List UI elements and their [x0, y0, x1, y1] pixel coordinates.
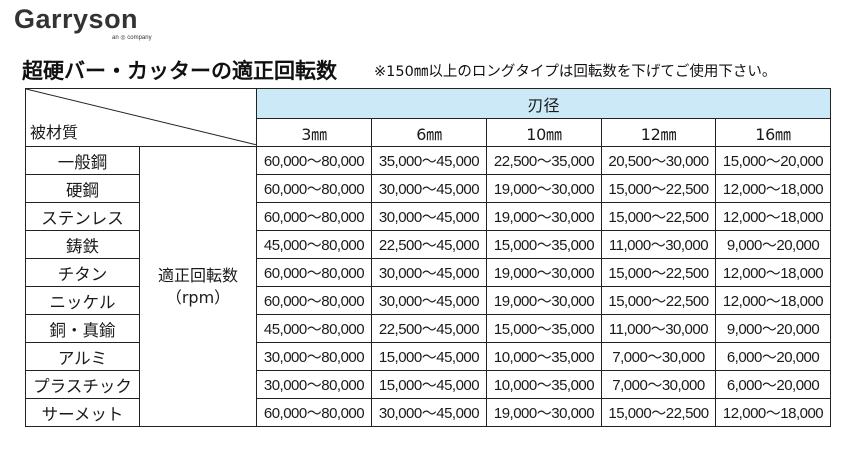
rpm-value-cell: 30,000～45,000 — [371, 174, 487, 203]
rpm-value-cell: 7,000～30,000 — [601, 342, 716, 371]
rpm-value-cell: 60,000～80,000 — [256, 258, 372, 287]
brand-name: Garryson — [14, 4, 139, 34]
rpm-value-cell: 22,500～45,000 — [371, 314, 487, 343]
rpm-value-cell: 11,000～30,000 — [601, 314, 716, 343]
rpm-value-cell: 30,000～80,000 — [256, 342, 372, 371]
rpm-value-cell: 7,000～30,000 — [601, 370, 716, 399]
rpm-value-cell: 20,500～30,000 — [601, 146, 716, 175]
usage-note: ※150㎜以上のロングタイプは回転数を下げてご使用下さい。 — [374, 64, 777, 80]
rpm-value-cell: 12,000～18,000 — [714, 258, 832, 287]
rpm-value-cell: 10,000～35,000 — [486, 342, 602, 371]
rpm-table: 被材質 刃径 3㎜ 6㎜ 10㎜ 12㎜ 16㎜ 一般鋼 適正回転数 （rpm） 60,000… — [25, 88, 832, 427]
table-row: 一般鋼 適正回転数 （rpm） 60,000～80,000 35,000～45,000 2… — [25, 146, 832, 427]
material-cell: 銅・真鍮 — [25, 314, 140, 343]
rpm-value-cell: 30,000～45,000 — [371, 202, 487, 231]
rpm-value-cell: 9,000～20,000 — [714, 230, 832, 259]
rpm-value-cell: 19,000～30,000 — [486, 286, 602, 315]
rpm-value-cell: 15,000～22,500 — [601, 174, 716, 203]
rpm-value-cell: 45,000～80,000 — [256, 314, 372, 343]
rpm-value-cell: 30,000～45,000 — [371, 258, 487, 287]
rpm-value-cell: 19,000～30,000 — [486, 174, 602, 203]
material-cell: サーメット — [25, 398, 140, 427]
rpm-value-cell: 15,000～35,000 — [486, 230, 602, 259]
rpm-value-cell: 15,000～45,000 — [371, 370, 487, 399]
rpm-value-cell: 22,500～35,000 — [486, 146, 602, 175]
table-row: 鋳鉄 45,000～80,000 22,500～45,000 15,000～35,00… — [25, 230, 832, 259]
diameter-header-5: 16㎜ — [714, 118, 832, 147]
rpm-value-cell: 19,000～30,000 — [486, 398, 602, 427]
rpm-value-cell: 60,000～80,000 — [256, 202, 372, 231]
rpm-value-cell: 6,000～20,000 — [714, 342, 832, 371]
rpm-value-cell: 15,000～22,500 — [601, 398, 716, 427]
material-cell: アルミ — [25, 342, 140, 371]
page-title: 超硬バー・カッターの適正回転数 — [22, 59, 337, 83]
rpm-value-cell: 60,000～80,000 — [256, 146, 372, 175]
corner-diagonal-line — [26, 89, 256, 145]
rpm-value-cell: 10,000～35,000 — [486, 370, 602, 399]
material-cell: 一般鋼 — [25, 146, 140, 175]
rpm-value-cell: 45,000～80,000 — [256, 230, 372, 259]
blade-diameter-header: 刃径 — [255, 88, 832, 119]
rpm-label-line1: 適正回転数 — [157, 265, 238, 285]
rpm-value-cell: 15,000～22,500 — [601, 258, 716, 287]
corner-cell: 被材質 — [25, 88, 257, 147]
rpm-value-cell: 30,000～80,000 — [256, 370, 372, 399]
rpm-value-cell: 15,000～35,000 — [486, 314, 602, 343]
material-column-label: 被材質 — [30, 123, 79, 142]
rpm-value-cell: 15,000～22,500 — [601, 286, 716, 315]
rpm-label-cell: 適正回転数 （rpm） — [139, 146, 257, 427]
rpm-value-cell: 15,000～22,500 — [601, 202, 716, 231]
material-cell: チタン — [25, 258, 140, 287]
rpm-value-cell: 19,000～30,000 — [486, 202, 602, 231]
rpm-value-cell: 22,500～45,000 — [371, 230, 487, 259]
rpm-value-cell: 12,000～18,000 — [714, 398, 832, 427]
diameter-header-3: 10㎜ — [486, 118, 602, 147]
rpm-value-cell: 9,000～20,000 — [714, 314, 832, 343]
rpm-value-cell: 12,000～18,000 — [714, 174, 832, 203]
rpm-value-cell: 60,000～80,000 — [256, 398, 372, 427]
rpm-label-line2: （rpm） — [165, 287, 231, 307]
rpm-value-cell: 6,000～20,000 — [714, 370, 832, 399]
rpm-value-cell: 19,000～30,000 — [486, 258, 602, 287]
material-cell: 硬鋼 — [25, 174, 140, 203]
material-cell: ニッケル — [25, 286, 140, 315]
rpm-value-cell: 60,000～80,000 — [256, 174, 372, 203]
rpm-value-cell: 30,000～45,000 — [371, 398, 487, 427]
table-row: ニッケル 60,000～80,000 30,000～45,000 19,000～30,… — [25, 286, 832, 315]
rpm-value-cell: 30,000～45,000 — [371, 286, 487, 315]
rpm-value-cell: 11,000～30,000 — [601, 230, 716, 259]
material-cell: ステンレス — [25, 202, 140, 231]
table-body: 一般鋼 適正回転数 （rpm） 60,000～80,000 35,000～45,000 2… — [25, 146, 832, 427]
material-cell: プラスチック — [25, 370, 140, 399]
table-row: 銅・真鍮 45,000～80,000 22,500～45,000 15,000～35,… — [25, 314, 832, 343]
rpm-value-cell: 12,000～18,000 — [714, 286, 832, 315]
diameter-header-2: 6㎜ — [371, 118, 487, 147]
rpm-value-cell: 15,000～20,000 — [714, 146, 832, 175]
table-row: サーメット 60,000～80,000 30,000～45,000 19,000～30… — [25, 398, 832, 427]
rpm-value-cell: 35,000～45,000 — [371, 146, 487, 175]
material-cell: 鋳鉄 — [25, 230, 140, 259]
table-row: プラスチック 30,000～80,000 15,000～45,000 10,000～3… — [25, 370, 832, 399]
brand-tagline: an ◎ company — [112, 35, 152, 41]
table-row: チタン 60,000～80,000 30,000～45,000 19,000～30,0… — [25, 258, 832, 287]
rpm-value-cell: 15,000～45,000 — [371, 342, 487, 371]
diameter-header-1: 3㎜ — [256, 118, 372, 147]
rpm-value-cell: 12,000～18,000 — [714, 202, 832, 231]
diameter-header-4: 12㎜ — [601, 118, 716, 147]
brand-logo: Garryson an ◎ company — [14, 4, 152, 41]
table-row: ステンレス 60,000～80,000 30,000～45,000 19,000～30… — [25, 202, 832, 231]
rpm-value-cell: 60,000～80,000 — [256, 286, 372, 315]
